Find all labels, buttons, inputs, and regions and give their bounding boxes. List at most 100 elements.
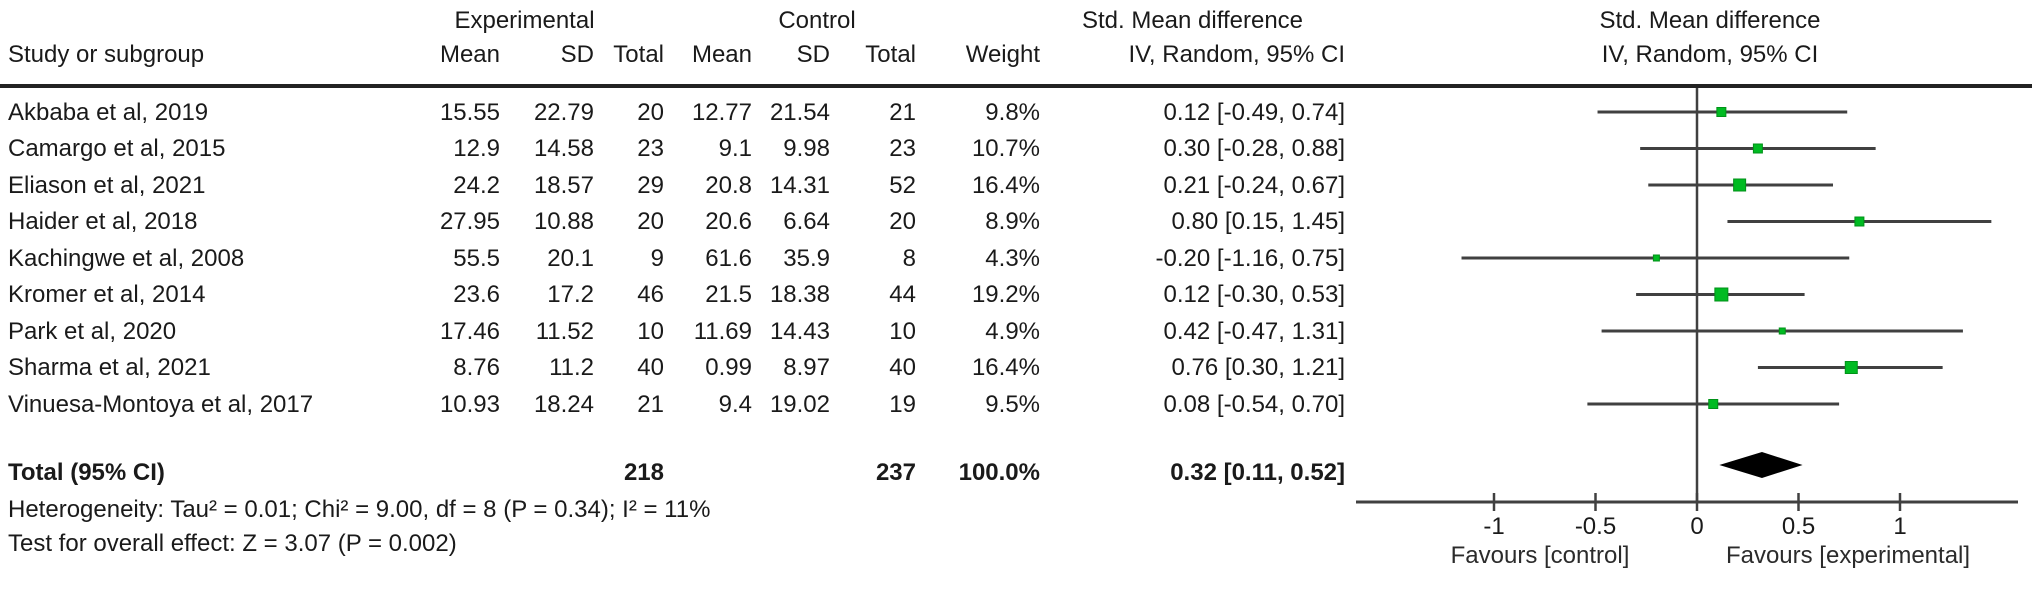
- study-name-cell: Kachingwe et al, 2008: [8, 244, 245, 272]
- exp-total-cell: 46: [637, 281, 664, 308]
- study-name-cell: Vinuesa-Montoya et al, 2017: [8, 390, 314, 418]
- exp-mean-cell: 17.46: [439, 317, 500, 345]
- effect-square: [1716, 107, 1727, 117]
- exp-mean-cell: 15.55: [439, 98, 500, 126]
- column-header-exp-sd: SD: [560, 41, 594, 68]
- effect-square: [1652, 254, 1660, 262]
- header-rule: [0, 84, 2032, 88]
- exp-sd-cell: 17.2: [547, 281, 594, 308]
- exp-sd-cell: 11.52: [535, 317, 594, 345]
- ctrl-sd-cell: 18.38: [769, 281, 830, 308]
- axis-tick-label: 1: [1893, 513, 1907, 540]
- effect-square: [1752, 143, 1763, 154]
- study-name-cell: Haider et al, 2018: [8, 208, 198, 235]
- ci-label-cell: 0.12 [-0.49, 0.74]: [1163, 98, 1345, 126]
- column-header-exp-mean: Mean: [439, 41, 500, 68]
- ctrl-mean-cell: 9.4: [718, 390, 752, 418]
- exp-sd-cell: 11.2: [549, 354, 594, 381]
- effect-square: [1714, 287, 1729, 302]
- effect-column-subtitle: IV, Random, 95% CI: [1128, 41, 1345, 68]
- study-row: Eliason et al, 2021 24.2 18.57 29 20.8 1…: [0, 167, 2032, 204]
- ci-label-cell: 0.30 [-0.28, 0.88]: [1163, 135, 1345, 162]
- weight-cell: 16.4%: [971, 171, 1040, 199]
- study-row: Haider et al, 2018 27.95 10.88 20 20.6 6…: [0, 203, 2032, 240]
- weight-cell: 8.9%: [985, 208, 1040, 235]
- column-header-weight: Weight: [965, 41, 1040, 68]
- favours-control-label: Favours [control]: [1450, 542, 1630, 569]
- study-row: Vinuesa-Montoya et al, 2017 10.93 18.24 …: [0, 386, 2032, 423]
- column-group-experimental: Experimental: [454, 7, 595, 34]
- effect-square: [1854, 216, 1865, 227]
- exp-sd-cell: 20.1: [547, 244, 594, 272]
- total-exp-total: 218: [623, 459, 664, 486]
- axis-tick-label: -1: [1483, 513, 1505, 540]
- ctrl-mean-cell: 12.77: [691, 98, 752, 126]
- ctrl-total-cell: 52: [889, 171, 916, 199]
- ctrl-mean-cell: 20.6: [705, 208, 752, 235]
- ctrl-total-cell: 21: [889, 98, 916, 126]
- exp-mean-cell: 24.2: [453, 171, 500, 199]
- ctrl-sd-cell: 14.43: [769, 317, 830, 345]
- study-name-cell: Eliason et al, 2021: [8, 171, 206, 199]
- ctrl-mean-cell: 61.6: [705, 244, 752, 272]
- study-row: Sharma et al, 2021 8.76 11.2 40 0.99 8.9…: [0, 349, 2032, 386]
- total-label: Total (95% CI): [8, 459, 165, 486]
- ctrl-sd-cell: 8.97: [783, 354, 830, 381]
- axis-tick-label: -0.5: [1574, 513, 1617, 540]
- total-ci-label: 0.32 [0.11, 0.52]: [1170, 459, 1345, 486]
- exp-total-cell: 23: [637, 135, 664, 162]
- ctrl-total-cell: 40: [889, 354, 916, 381]
- effect-square: [1733, 178, 1747, 192]
- ctrl-mean-cell: 9.1: [718, 135, 752, 162]
- exp-total-cell: 20: [637, 208, 664, 235]
- exp-sd-cell: 22.79: [533, 98, 594, 126]
- ctrl-sd-cell: 19.02: [769, 390, 830, 418]
- exp-sd-cell: 10.88: [533, 208, 594, 235]
- weight-cell: 9.8%: [985, 98, 1040, 126]
- overall-effect-text: Test for overall effect: Z = 3.07 (P = 0…: [8, 530, 457, 557]
- exp-total-cell: 40: [637, 354, 664, 381]
- weight-cell: 4.3%: [985, 244, 1040, 272]
- total-row: Total (95% CI) 218 237 100.0% 0.32 [0.11…: [0, 454, 2032, 491]
- weight-cell: 9.5%: [985, 390, 1040, 418]
- weight-cell: 10.7%: [971, 135, 1040, 162]
- weight-cell: 4.9%: [985, 317, 1040, 345]
- study-row: Kachingwe et al, 2008 55.5 20.1 9 61.6 3…: [0, 240, 2032, 277]
- ctrl-total-cell: 10: [889, 317, 916, 345]
- total-weight: 100.0%: [958, 459, 1040, 486]
- study-name-cell: Park et al, 2020: [8, 317, 177, 345]
- exp-mean-cell: 23.6: [453, 281, 500, 308]
- study-name-cell: Akbaba et al, 2019: [8, 98, 209, 126]
- total-ctrl-total: 237: [875, 459, 916, 486]
- ci-label-cell: 0.12 [-0.30, 0.53]: [1163, 281, 1345, 308]
- exp-mean-cell: 55.5: [453, 244, 500, 272]
- favours-experimental-label: Favours [experimental]: [1725, 542, 1971, 569]
- weight-cell: 16.4%: [971, 354, 1040, 381]
- study-name-cell: Camargo et al, 2015: [8, 135, 226, 162]
- plot-column-subtitle: IV, Random, 95% CI: [1601, 41, 1819, 68]
- ci-label-cell: 0.42 [-0.47, 1.31]: [1163, 317, 1345, 345]
- exp-mean-cell: 10.93: [439, 390, 500, 418]
- exp-total-cell: 21: [637, 390, 664, 418]
- axis-tick-label: 0: [1690, 513, 1704, 540]
- exp-total-cell: 10: [637, 317, 664, 345]
- heterogeneity-text: Heterogeneity: Tau² = 0.01; Chi² = 9.00,…: [8, 496, 711, 523]
- exp-sd-cell: 18.57: [533, 171, 594, 199]
- study-row: Park et al, 2020 17.46 11.52 10 11.69 14…: [0, 313, 2032, 350]
- ci-label-cell: 0.08 [-0.54, 0.70]: [1163, 390, 1345, 418]
- column-group-control: Control: [778, 7, 856, 34]
- study-name-cell: Kromer et al, 2014: [8, 281, 206, 308]
- exp-total-cell: 29: [637, 171, 664, 199]
- ctrl-total-cell: 44: [889, 281, 916, 308]
- ctrl-sd-cell: 21.54: [769, 98, 830, 126]
- summary-diamond: [1719, 452, 1803, 478]
- ci-label-cell: -0.20 [-1.16, 0.75]: [1155, 244, 1345, 272]
- effect-square: [1844, 361, 1858, 374]
- plot-column-title: Std. Mean difference: [1599, 7, 1821, 34]
- ctrl-sd-cell: 6.64: [783, 208, 830, 235]
- effect-square: [1778, 327, 1786, 335]
- ctrl-sd-cell: 9.98: [783, 135, 830, 162]
- study-row: Kromer et al, 2014 23.6 17.2 46 21.5 18.…: [0, 276, 2032, 313]
